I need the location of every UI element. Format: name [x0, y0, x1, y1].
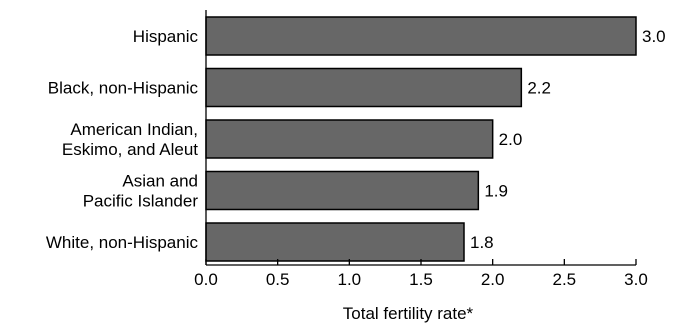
x-tick-label-6: 3.0 [624, 270, 648, 289]
bars-group [205, 16, 637, 262]
category-label-3-line-1: Pacific Islander [83, 192, 199, 211]
value-labels-group: 3.0 2.2 2.0 1.9 1.8 [470, 27, 666, 252]
category-label-3-line-0: Asian and [122, 172, 198, 191]
category-label-0: Hispanic [133, 27, 199, 46]
bar-4 [205, 222, 465, 262]
x-tick-label-3: 1.5 [409, 270, 433, 289]
value-label-2: 2.0 [499, 130, 523, 149]
category-labels-group: Hispanic Black, non-Hispanic American Indi… [46, 27, 199, 252]
x-tick-label-0: 0.0 [194, 270, 218, 289]
value-label-0: 3.0 [642, 27, 666, 46]
value-label-3: 1.9 [484, 182, 508, 201]
x-axis-title: Total fertility rate* [343, 304, 474, 323]
category-label-4: White, non-Hispanic [46, 233, 199, 252]
category-label-2: American Indian, Eskimo, and Aleut [62, 120, 198, 159]
x-tick-label-5: 2.5 [553, 270, 577, 289]
category-label-0-line-0: Hispanic [133, 27, 199, 46]
x-tick-label-4: 2.0 [481, 270, 505, 289]
bar-2 [205, 119, 494, 159]
x-tick-label-2: 1.0 [338, 270, 362, 289]
bar-0 [205, 16, 637, 56]
bar-3 [205, 170, 480, 211]
x-tick-label-1: 0.5 [266, 270, 290, 289]
bar-1 [205, 67, 523, 108]
category-label-1: Black, non-Hispanic [48, 79, 199, 98]
category-label-2-line-1: Eskimo, and Aleut [62, 140, 198, 159]
category-label-4-line-0: White, non-Hispanic [46, 233, 199, 252]
category-label-1-line-0: Black, non-Hispanic [48, 79, 199, 98]
value-label-4: 1.8 [470, 233, 494, 252]
value-label-1: 2.2 [527, 79, 551, 98]
category-label-3: Asian and Pacific Islander [83, 172, 199, 211]
x-ticks-group: 0.0 0.5 1.0 1.5 2.0 2.5 3.0 [194, 259, 648, 289]
category-label-2-line-0: American Indian, [70, 120, 198, 139]
